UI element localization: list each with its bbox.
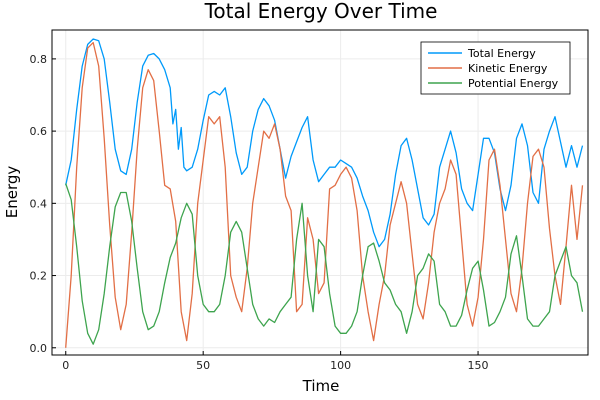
tick-labels: 0 50 100 150 0.0 0.2 0.4 0.6 0.8 [30,53,489,372]
y-tick-label: 0.4 [30,197,48,210]
x-tick-label: 50 [196,359,210,372]
series-line-potential [65,183,584,345]
y-axis-title: Energy [3,166,21,219]
x-axis-title: Time [302,377,340,395]
y-tick-label: 0.2 [30,270,48,283]
legend-label-kinetic: Kinetic Energy [468,62,548,75]
x-tick-label: 150 [468,359,489,372]
legend: Total Energy Kinetic Energy Potential En… [420,41,571,95]
series-line-kinetic [65,41,584,348]
x-tick-label: 100 [330,359,351,372]
x-tick-label: 0 [62,359,69,372]
chart-title: Total Energy Over Time [204,0,438,23]
plot-frame [51,29,589,356]
series-lines [65,38,584,348]
legend-label-potential: Potential Energy [468,77,559,90]
legend-label-total: Total Energy [467,47,536,60]
y-tick-label: 0.6 [30,125,48,138]
y-tick-label: 0.8 [30,53,48,66]
y-tick-label: 0.0 [30,342,48,355]
